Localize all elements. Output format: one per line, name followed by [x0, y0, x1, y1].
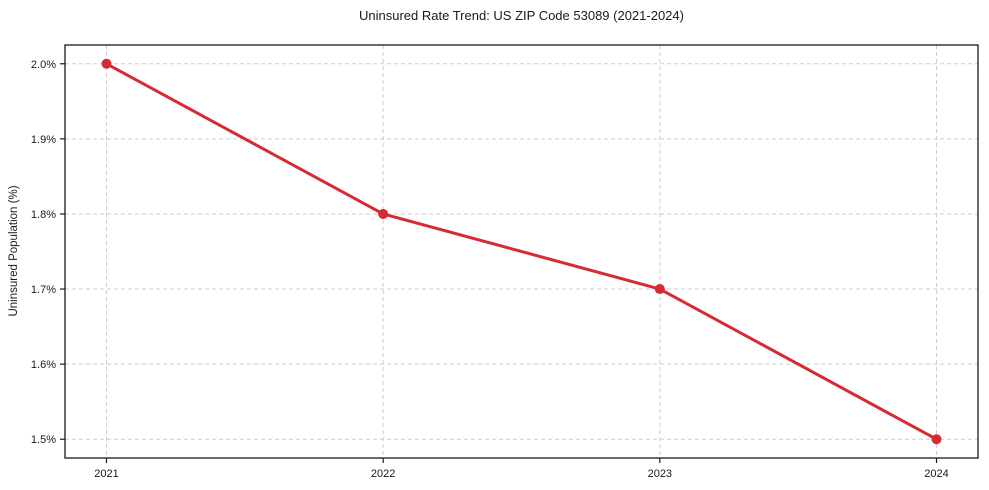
y-tick-label: 1.6%: [31, 359, 56, 371]
y-tick-label: 2.0%: [31, 59, 56, 71]
x-tick-label: 2021: [94, 468, 118, 480]
chart-title: Uninsured Rate Trend: US ZIP Code 53089 …: [359, 8, 684, 23]
y-tick-label: 1.9%: [31, 134, 56, 146]
x-tick-label: 2023: [648, 468, 672, 480]
y-tick-label: 1.8%: [31, 209, 56, 221]
data-point-marker: [654, 284, 665, 295]
plot-border: [64, 44, 979, 459]
data-point-marker: [378, 208, 389, 219]
x-tick-label: 2022: [371, 468, 395, 480]
trend-line: [105, 62, 938, 441]
y-tick-label: 1.5%: [31, 434, 56, 446]
data-point-marker: [101, 58, 112, 69]
y-tick-label: 1.7%: [31, 284, 56, 296]
x-tick-label: 2024: [924, 468, 948, 480]
data-point-marker: [931, 434, 942, 445]
